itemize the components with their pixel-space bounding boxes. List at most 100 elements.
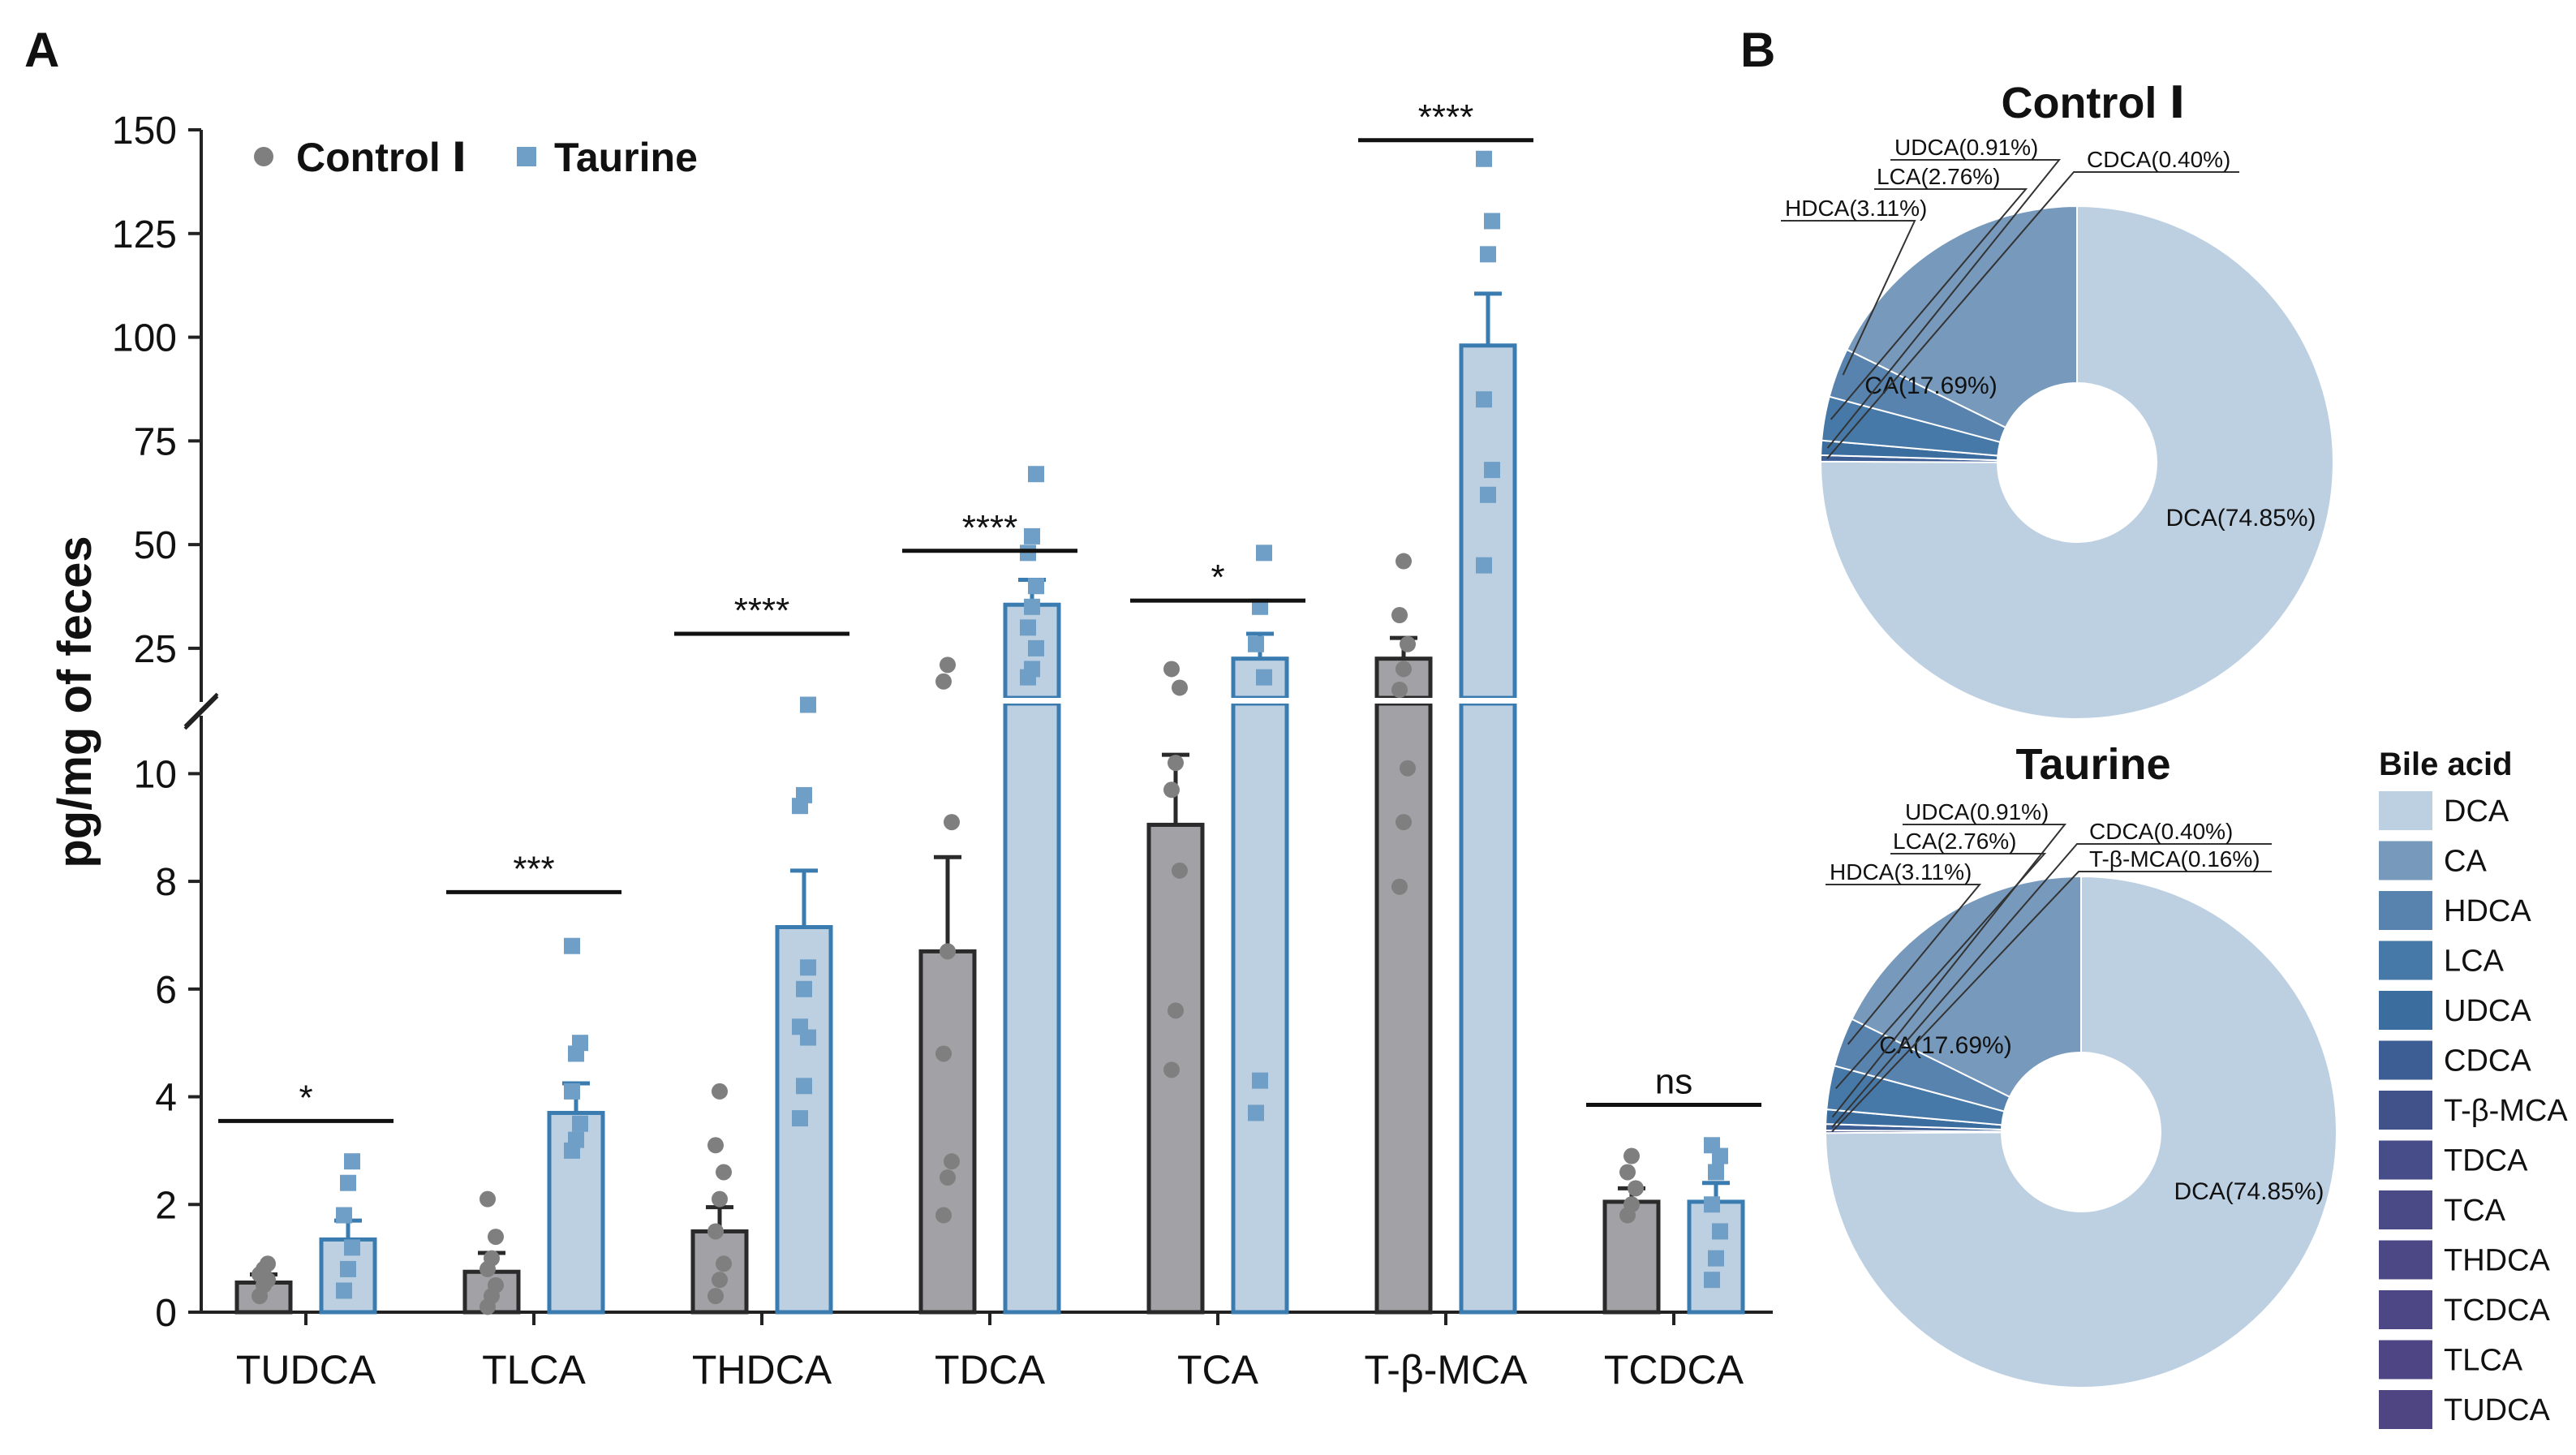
point-taurine: [1252, 1072, 1268, 1089]
point-control: [1396, 814, 1412, 831]
point-taurine: [1024, 598, 1040, 615]
pie-leader-line: [1830, 188, 2028, 420]
point-taurine: [1708, 1250, 1724, 1267]
y-tick-label: 2: [155, 1184, 177, 1227]
point-taurine: [568, 1131, 584, 1148]
pie-legend-label: THDCA: [2444, 1244, 2551, 1278]
point-taurine: [1028, 578, 1044, 595]
point-taurine: [1248, 635, 1264, 652]
pie-legend-label: TCDCA: [2444, 1294, 2551, 1328]
pie-legend-swatch: [2379, 941, 2432, 980]
bar-control: [918, 949, 977, 1315]
pie-legend-title: Bile acid: [2379, 747, 2513, 782]
point-control: [1391, 878, 1408, 895]
point-taurine: [1480, 486, 1496, 503]
point-control: [940, 656, 956, 674]
axis-break-mark: [183, 695, 219, 730]
point-control: [707, 1137, 724, 1154]
pie-leader-line: [1834, 853, 2047, 1090]
significance-label: *: [299, 1078, 312, 1117]
point-control: [1163, 1061, 1180, 1078]
point-taurine: [344, 1153, 360, 1170]
point-taurine: [1704, 1137, 1720, 1154]
significance-label: ns: [1655, 1062, 1692, 1102]
point-taurine: [1256, 545, 1272, 562]
pie-legend-swatch: [2379, 791, 2432, 830]
x-tick-label: TCDCA: [1604, 1347, 1744, 1393]
significance-label: ****: [962, 508, 1018, 548]
pie-legend-swatch: [2379, 1091, 2432, 1130]
bar-break-gap: [1000, 698, 1064, 704]
bar-chart: pg/mg of feces Control Ⅰ Taurine 0 2 4 6 8 10…: [49, 97, 1773, 1393]
pie-legend-label: CDCA: [2444, 1044, 2531, 1078]
pie-legend-label: LCA: [2444, 945, 2505, 979]
point-taurine: [1480, 246, 1496, 263]
point-taurine: [1476, 557, 1492, 574]
point-taurine: [344, 1239, 360, 1256]
bar-taurine: [1003, 701, 1061, 1315]
point-taurine: [1028, 466, 1044, 483]
point-taurine: [564, 1083, 580, 1100]
pie-control: DCA(74.85%) CA(17.69%) HDCA(3.11%) LCA(2.76…: [1781, 135, 2334, 720]
legend-control-marker: [254, 147, 273, 166]
pie-legend-swatch: [2379, 1390, 2432, 1429]
pie-legend-label: DCA: [2444, 794, 2509, 829]
point-control: [716, 1255, 732, 1272]
pie-leader-line: [1831, 843, 2272, 1128]
point-taurine: [572, 1115, 588, 1132]
x-tick-label: TDCA: [935, 1347, 1046, 1393]
x-tick-label: THDCA: [692, 1347, 832, 1393]
point-control: [1168, 755, 1184, 772]
point-control: [260, 1255, 276, 1272]
point-taurine: [1020, 545, 1036, 562]
y-tick-label: 125: [112, 213, 177, 256]
point-taurine: [336, 1207, 352, 1224]
pie-taurine-title: Taurine: [2015, 740, 2170, 789]
point-taurine: [1020, 619, 1036, 636]
significance-label: ****: [1418, 97, 1474, 137]
bar-break-gap: [1228, 698, 1292, 704]
pie-leader-line: [1831, 871, 2272, 1133]
point-taurine: [1484, 462, 1500, 479]
point-taurine: [1256, 669, 1272, 686]
significance-label: ****: [734, 591, 790, 631]
point-taurine: [572, 1035, 588, 1052]
point-control: [1172, 679, 1188, 696]
y-axis-label: pg/mg of feces: [49, 536, 101, 867]
point-control: [1628, 1180, 1644, 1197]
point-control: [1619, 1164, 1636, 1181]
pie-legend-label: T-β-MCA: [2444, 1094, 2568, 1128]
pie-legend-items: DCA CA HDCA LCA UDCA CDCA T-β-MCA TDCA TCA THDCA T…: [2379, 791, 2568, 1429]
pie-legend-label: TCA: [2444, 1194, 2506, 1228]
pie-legend-swatch: [2379, 1140, 2432, 1180]
point-control: [1391, 682, 1408, 698]
pie-legend-label: TUDCA: [2444, 1393, 2551, 1427]
pie-slice-dca: [1824, 875, 2337, 1388]
point-taurine: [1248, 1104, 1264, 1121]
point-control: [1163, 661, 1180, 678]
pie-legend: Bile acid DCA CA HDCA LCA UDCA CDCA T-β-MCA TDC…: [2379, 747, 2568, 1429]
point-control: [940, 943, 956, 960]
pie-legend-label: UDCA: [2444, 994, 2531, 1028]
point-control: [944, 814, 960, 831]
point-taurine: [1252, 598, 1268, 615]
pie-legend-swatch: [2379, 991, 2432, 1030]
point-taurine: [1712, 1223, 1728, 1240]
y-tick-label: 6: [155, 969, 177, 1012]
pie-slice-label: DCA(74.85%): [2165, 505, 2316, 532]
point-taurine: [800, 959, 816, 976]
point-control: [712, 1083, 728, 1100]
point-control: [935, 1207, 952, 1224]
pie-slice-label: CA(17.69%): [1879, 1032, 2011, 1059]
point-control: [1163, 781, 1180, 799]
pie-slice-label: CDCA(0.40%): [2089, 819, 2233, 844]
bar-legend: Control Ⅰ Taurine: [254, 135, 698, 180]
pie-legend-swatch: [2379, 1240, 2432, 1280]
pie-slice-label: HDCA(3.11%): [1830, 859, 1972, 885]
x-tick-label: T-β-MCA: [1365, 1347, 1529, 1393]
point-control: [488, 1276, 504, 1294]
point-control: [1623, 1147, 1640, 1164]
point-control: [1168, 1002, 1184, 1019]
point-taurine: [792, 1018, 808, 1035]
